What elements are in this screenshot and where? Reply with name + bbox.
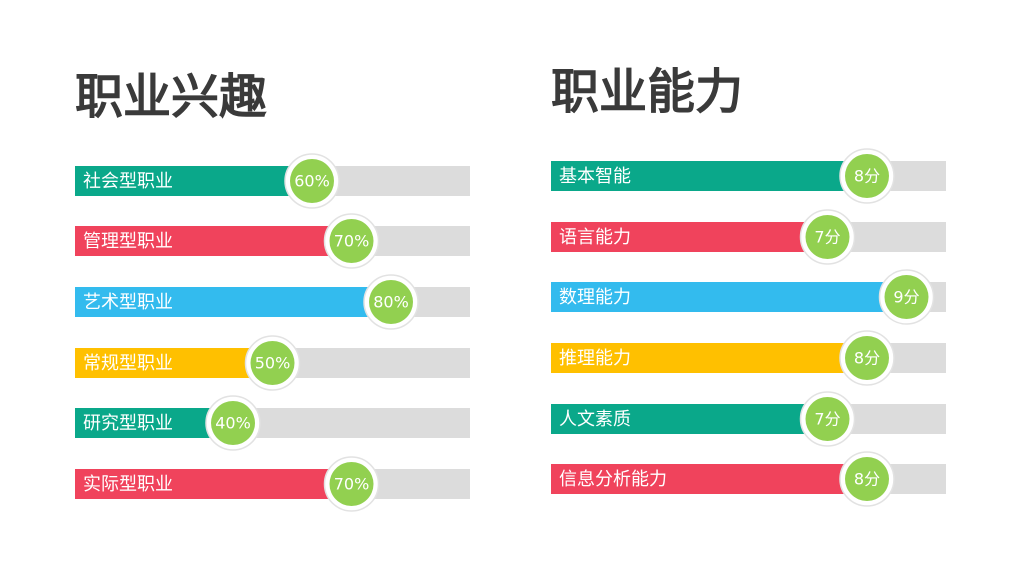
value-label: 8分 bbox=[854, 470, 880, 489]
category-label: 实际型职业 bbox=[83, 474, 173, 495]
bar bbox=[551, 282, 907, 312]
bar bbox=[75, 469, 352, 499]
value-badge bbox=[250, 341, 295, 385]
bar bbox=[75, 166, 312, 196]
category-label: 语言能力 bbox=[559, 227, 631, 248]
value-label: 50% bbox=[255, 354, 291, 373]
chart-title: 职业能力 bbox=[551, 64, 743, 120]
value-badge bbox=[805, 397, 850, 441]
bar bbox=[551, 404, 828, 434]
category-label: 信息分析能力 bbox=[559, 469, 667, 490]
bar bbox=[75, 226, 352, 256]
value-badge bbox=[211, 401, 255, 445]
value-label: 7分 bbox=[814, 410, 840, 429]
category-label: 数理能力 bbox=[559, 287, 631, 308]
value-label: 70% bbox=[334, 475, 370, 494]
category-label: 艺术型职业 bbox=[83, 292, 173, 313]
value-label: 60% bbox=[294, 172, 330, 191]
bar bbox=[75, 348, 273, 378]
value-badge bbox=[845, 336, 889, 380]
category-label: 常规型职业 bbox=[83, 353, 173, 374]
bar bbox=[551, 222, 828, 252]
chart-title: 职业兴趣 bbox=[75, 69, 267, 125]
category-label: 基本智能 bbox=[559, 166, 631, 187]
value-badge bbox=[884, 275, 929, 319]
category-label: 人文素质 bbox=[559, 409, 631, 430]
value-label: 8分 bbox=[854, 349, 880, 368]
value-label: 7分 bbox=[814, 228, 840, 247]
bar bbox=[551, 161, 867, 191]
value-label: 8分 bbox=[854, 167, 880, 186]
value-badge bbox=[369, 280, 413, 324]
value-label: 9分 bbox=[893, 288, 919, 307]
bar bbox=[551, 464, 867, 494]
category-label: 研究型职业 bbox=[83, 413, 173, 434]
value-label: 40% bbox=[215, 414, 251, 433]
value-badge bbox=[329, 462, 374, 506]
value-badge bbox=[845, 154, 889, 198]
value-label: 70% bbox=[334, 232, 370, 251]
category-label: 社会型职业 bbox=[83, 171, 173, 192]
category-label: 推理能力 bbox=[559, 348, 631, 369]
bar bbox=[75, 287, 391, 317]
value-badge bbox=[805, 215, 850, 259]
value-badge bbox=[329, 219, 374, 263]
value-badge bbox=[290, 159, 334, 203]
value-label: 80% bbox=[373, 293, 409, 312]
bar bbox=[551, 343, 867, 373]
value-badge bbox=[845, 457, 889, 501]
category-label: 管理型职业 bbox=[83, 231, 173, 252]
